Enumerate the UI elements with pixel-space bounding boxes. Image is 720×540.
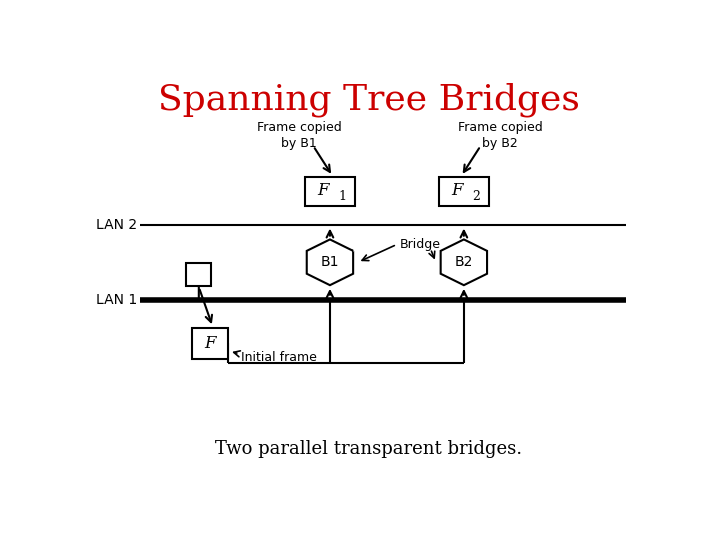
Text: Bridge: Bridge	[400, 238, 441, 251]
Text: Frame copied
by B1: Frame copied by B1	[257, 121, 341, 150]
Polygon shape	[441, 239, 487, 285]
Text: 2: 2	[472, 190, 480, 203]
Text: Frame copied
by B2: Frame copied by B2	[458, 121, 542, 150]
FancyBboxPatch shape	[186, 264, 212, 286]
FancyBboxPatch shape	[438, 177, 489, 206]
Text: F: F	[204, 335, 216, 352]
Text: LAN 2: LAN 2	[96, 218, 138, 232]
Text: Two parallel transparent bridges.: Two parallel transparent bridges.	[215, 441, 523, 458]
FancyBboxPatch shape	[305, 177, 355, 206]
Text: F: F	[451, 182, 463, 199]
FancyBboxPatch shape	[192, 328, 228, 359]
Text: 1: 1	[338, 190, 346, 203]
Text: F: F	[318, 182, 329, 199]
Polygon shape	[307, 239, 353, 285]
Text: LAN 1: LAN 1	[96, 293, 138, 307]
Text: B1: B1	[320, 255, 339, 269]
Text: Initial frame: Initial frame	[240, 352, 317, 365]
Text: B2: B2	[454, 255, 473, 269]
Text: Spanning Tree Bridges: Spanning Tree Bridges	[158, 83, 580, 117]
